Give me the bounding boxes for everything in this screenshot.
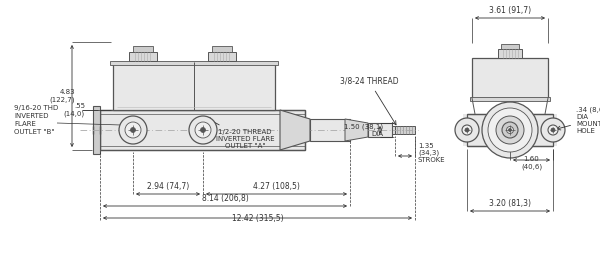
Bar (129, 52, 157, 61)
Circle shape (502, 122, 518, 138)
Bar (467, 114, 553, 146)
Circle shape (482, 102, 538, 158)
Text: 3/8-24 THREAD: 3/8-24 THREAD (340, 77, 398, 125)
Bar (113, 62, 275, 110)
Text: 8.14 (206,8): 8.14 (206,8) (202, 194, 248, 203)
Bar (368, 123, 392, 137)
Text: 1.50 (38,1)
DIA: 1.50 (38,1) DIA (344, 123, 383, 137)
Bar (501, 44, 519, 49)
Circle shape (119, 116, 147, 144)
Circle shape (509, 129, 511, 132)
Circle shape (462, 125, 472, 135)
Bar (110, 61, 278, 65)
Text: 4.27 (108,5): 4.27 (108,5) (253, 182, 300, 191)
Circle shape (541, 118, 565, 142)
Text: 1.35
(34,3)
STROKE: 1.35 (34,3) STROKE (418, 143, 446, 163)
Bar (470, 97, 550, 101)
Circle shape (506, 126, 514, 133)
Text: 2.94 (74,7): 2.94 (74,7) (147, 182, 189, 191)
Bar (133, 46, 153, 52)
Bar (100, 110, 305, 150)
Circle shape (548, 125, 558, 135)
Polygon shape (280, 110, 310, 150)
Circle shape (496, 116, 524, 144)
Text: 4.83
(122,7): 4.83 (122,7) (49, 89, 75, 103)
Text: .55
(14,0): .55 (14,0) (64, 103, 85, 117)
Text: .34 (8,6)
DIA
MOUNT
HOLE: .34 (8,6) DIA MOUNT HOLE (557, 106, 600, 134)
Circle shape (125, 122, 141, 138)
Text: 3.20 (81,3): 3.20 (81,3) (489, 199, 531, 208)
Bar (498, 49, 522, 58)
Text: 9/16-20 THD
INVERTED
FLARE
OUTLET "B": 9/16-20 THD INVERTED FLARE OUTLET "B" (14, 105, 58, 135)
Bar (212, 46, 232, 52)
Circle shape (200, 127, 205, 133)
Bar (208, 52, 236, 61)
Circle shape (465, 128, 469, 132)
Circle shape (195, 122, 211, 138)
Bar (472, 58, 548, 98)
Circle shape (131, 127, 136, 133)
Text: 1/2-20 THREAD
INVERTED FLARE
OUTLET "A": 1/2-20 THREAD INVERTED FLARE OUTLET "A" (206, 118, 274, 149)
Bar (152, 105, 168, 110)
Circle shape (488, 108, 532, 152)
Bar (463, 114, 557, 146)
Bar (227, 105, 243, 110)
Text: 1.60
(40,6): 1.60 (40,6) (521, 156, 542, 169)
Circle shape (551, 128, 555, 132)
Bar (392, 126, 395, 134)
Bar (93, 106, 100, 154)
Circle shape (455, 118, 479, 142)
Polygon shape (345, 119, 368, 141)
Bar (310, 119, 350, 141)
Circle shape (189, 116, 217, 144)
Text: 3.61 (91,7): 3.61 (91,7) (489, 6, 531, 15)
Bar (395, 126, 415, 134)
Text: 12.42 (315,5): 12.42 (315,5) (232, 214, 283, 223)
